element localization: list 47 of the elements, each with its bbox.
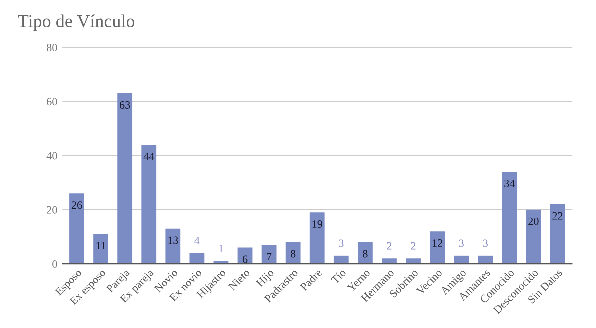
bar xyxy=(142,144,157,264)
data-label: 19 xyxy=(312,220,322,228)
data-label: 3 xyxy=(459,240,464,248)
data-label: 44 xyxy=(144,152,154,160)
data-label: 2 xyxy=(387,242,392,250)
y-tick-label: 0 xyxy=(52,260,58,268)
data-label: 1 xyxy=(219,245,224,252)
data-label: 34 xyxy=(504,180,516,188)
bar xyxy=(406,258,421,264)
bar xyxy=(454,256,470,264)
bar xyxy=(118,94,133,264)
data-label: 13 xyxy=(168,236,178,244)
bar xyxy=(526,210,542,264)
bar xyxy=(550,204,566,264)
bar xyxy=(358,242,373,264)
data-label: 8 xyxy=(363,250,368,258)
bar xyxy=(334,256,349,264)
data-label: 63 xyxy=(120,101,130,109)
data-label: 20 xyxy=(528,218,539,226)
bar xyxy=(430,232,446,264)
data-label: 8 xyxy=(290,250,296,258)
bar xyxy=(286,242,301,264)
data-label: 26 xyxy=(72,202,82,210)
y-tick-label: 60 xyxy=(47,98,58,106)
bar xyxy=(382,258,397,264)
data-label: 6 xyxy=(242,256,248,264)
bar xyxy=(478,256,494,264)
bar xyxy=(94,234,108,264)
x-tick-label: Tío xyxy=(330,268,347,285)
data-label: 11 xyxy=(96,242,106,250)
bar xyxy=(310,212,325,264)
data-label: 3 xyxy=(339,240,344,248)
data-label: 2 xyxy=(411,242,416,250)
bar xyxy=(190,253,205,264)
chart-title: Tipo de Vínculo xyxy=(18,14,135,32)
y-tick-label: 80 xyxy=(47,44,58,52)
bar xyxy=(502,172,518,264)
bar xyxy=(70,194,84,264)
bar xyxy=(166,228,181,264)
data-label: 12 xyxy=(432,239,442,247)
y-tick-label: 20 xyxy=(47,206,58,214)
data-label: 7 xyxy=(267,253,272,260)
bar xyxy=(262,245,277,264)
data-label: 4 xyxy=(194,237,200,244)
data-label: 22 xyxy=(552,212,563,220)
y-tick-label: 40 xyxy=(46,152,58,160)
data-label: 3 xyxy=(483,240,488,248)
